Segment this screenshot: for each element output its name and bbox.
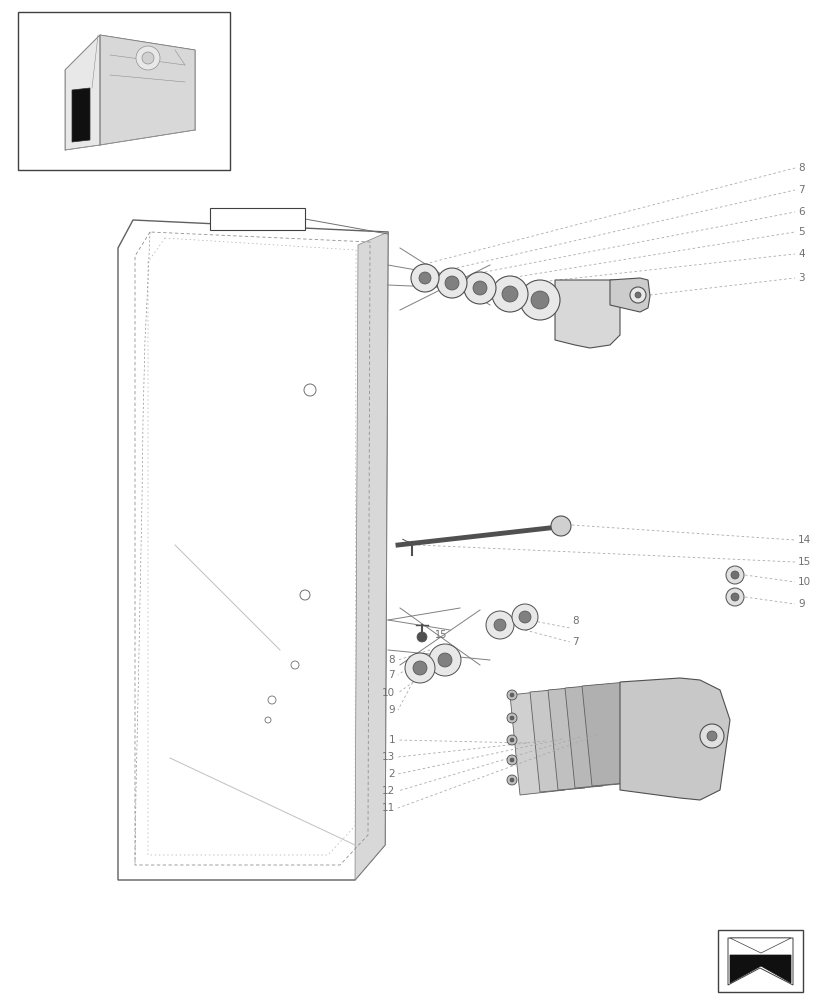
Polygon shape [65,35,100,150]
Circle shape [730,593,739,601]
Polygon shape [547,686,602,790]
Circle shape [410,264,438,292]
Bar [18,12,230,170]
Circle shape [506,755,516,765]
Text: 8: 8 [388,655,394,665]
Text: 5: 5 [797,227,804,237]
Circle shape [725,588,743,606]
Polygon shape [118,220,388,880]
Circle shape [550,516,571,536]
Polygon shape [529,688,585,792]
Bar [210,208,304,230]
Circle shape [519,611,530,623]
Text: 13: 13 [381,752,394,762]
Polygon shape [727,938,792,985]
Polygon shape [509,690,564,795]
Circle shape [509,693,514,697]
Bar [717,930,802,992]
Circle shape [136,46,160,70]
Circle shape [141,52,154,64]
Polygon shape [581,682,636,786]
Circle shape [506,690,516,700]
Text: 14: 14 [797,535,810,545]
Text: 15: 15 [434,630,447,640]
Circle shape [444,276,458,290]
Circle shape [629,287,645,303]
Circle shape [428,644,461,676]
Circle shape [511,604,538,630]
Text: 6: 6 [797,207,804,217]
Circle shape [413,661,427,675]
Circle shape [509,778,514,782]
Circle shape [506,713,516,723]
Circle shape [509,716,514,720]
Circle shape [494,619,505,631]
Text: 9: 9 [388,705,394,715]
Circle shape [417,632,427,642]
Text: 7: 7 [797,185,804,195]
Text: 3: 3 [797,273,804,283]
Circle shape [463,272,495,304]
Circle shape [501,286,518,302]
Text: 10: 10 [381,688,394,698]
Text: 12: 12 [381,786,394,796]
Polygon shape [554,280,619,348]
Text: 15: 15 [797,557,810,567]
Text: PAG. 1: PAG. 1 [240,214,274,224]
Circle shape [506,735,516,745]
Text: 1: 1 [388,735,394,745]
Polygon shape [729,938,790,953]
Text: 2: 2 [388,769,394,779]
Text: 10: 10 [797,577,810,587]
Circle shape [491,276,528,312]
Polygon shape [609,278,649,312]
Text: 8: 8 [797,163,804,173]
Circle shape [418,272,431,284]
Circle shape [706,731,716,741]
Text: 11: 11 [381,803,394,813]
Text: 4: 4 [797,249,804,259]
Circle shape [472,281,486,295]
Circle shape [437,653,452,667]
Circle shape [485,611,514,639]
Circle shape [509,758,514,762]
Polygon shape [729,955,790,983]
Circle shape [509,738,514,742]
Circle shape [730,571,739,579]
Text: 7: 7 [571,637,578,647]
Circle shape [530,291,548,309]
Circle shape [506,775,516,785]
Circle shape [404,653,434,683]
Circle shape [699,724,723,748]
Text: 8: 8 [571,616,578,626]
Circle shape [634,292,640,298]
Polygon shape [564,684,619,788]
Polygon shape [355,232,388,880]
Polygon shape [100,35,195,145]
Circle shape [725,566,743,584]
Text: 9: 9 [797,599,804,609]
Text: 7: 7 [388,670,394,680]
Circle shape [519,280,559,320]
Polygon shape [65,35,195,85]
Polygon shape [72,88,90,142]
Polygon shape [619,678,729,800]
Circle shape [437,268,466,298]
